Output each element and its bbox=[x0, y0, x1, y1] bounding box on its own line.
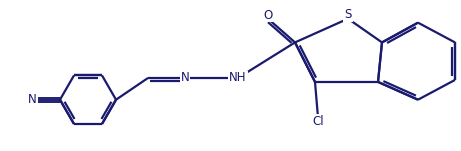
Text: NH: NH bbox=[229, 71, 247, 84]
Text: O: O bbox=[263, 9, 272, 22]
Text: Cl: Cl bbox=[312, 115, 324, 128]
Text: N: N bbox=[181, 71, 189, 84]
Text: S: S bbox=[344, 8, 352, 21]
Text: N: N bbox=[28, 93, 37, 106]
